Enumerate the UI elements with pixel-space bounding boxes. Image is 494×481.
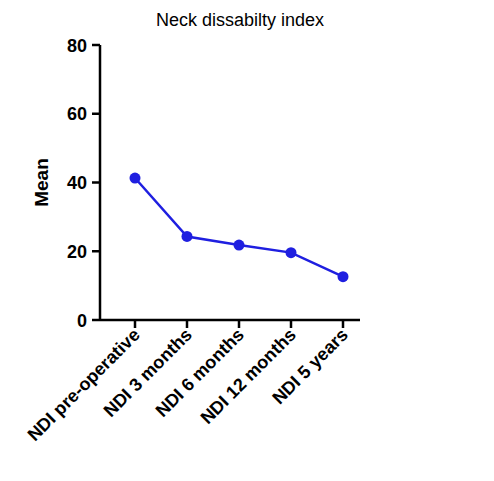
y-tick-label: 20 [67,242,87,262]
y-tick [92,44,100,47]
x-axis [100,319,360,322]
data-point [130,173,141,184]
x-tick-label: NDI 6 months [152,325,248,421]
data-point [338,271,349,282]
x-tick-label: NDI 5 years [268,325,351,408]
x-tick-label: NDI 3 months [100,325,196,421]
x-tick-label: NDI 12 months [197,325,300,428]
plot-area [130,173,349,283]
data-line [135,178,343,277]
data-point [182,231,193,242]
x-tick [290,320,293,328]
x-tick [134,320,137,328]
y-tick [92,319,100,322]
y-tick [92,113,100,116]
y-tick-label: 40 [67,173,87,193]
y-axis-label: Mean [31,158,52,207]
y-tick-label: 60 [67,104,87,124]
y-tick [92,250,100,253]
data-point [286,247,297,258]
chart: Neck dissabilty index020406080MeanNDI pr… [0,0,494,481]
y-tick [92,181,100,184]
x-tick [342,320,345,328]
title: Neck dissabilty index [156,10,324,30]
data-point [234,240,245,251]
x-tick [186,320,189,328]
y-tick-label: 80 [67,36,87,56]
y-tick-label: 0 [77,311,87,331]
x-tick [238,320,241,328]
